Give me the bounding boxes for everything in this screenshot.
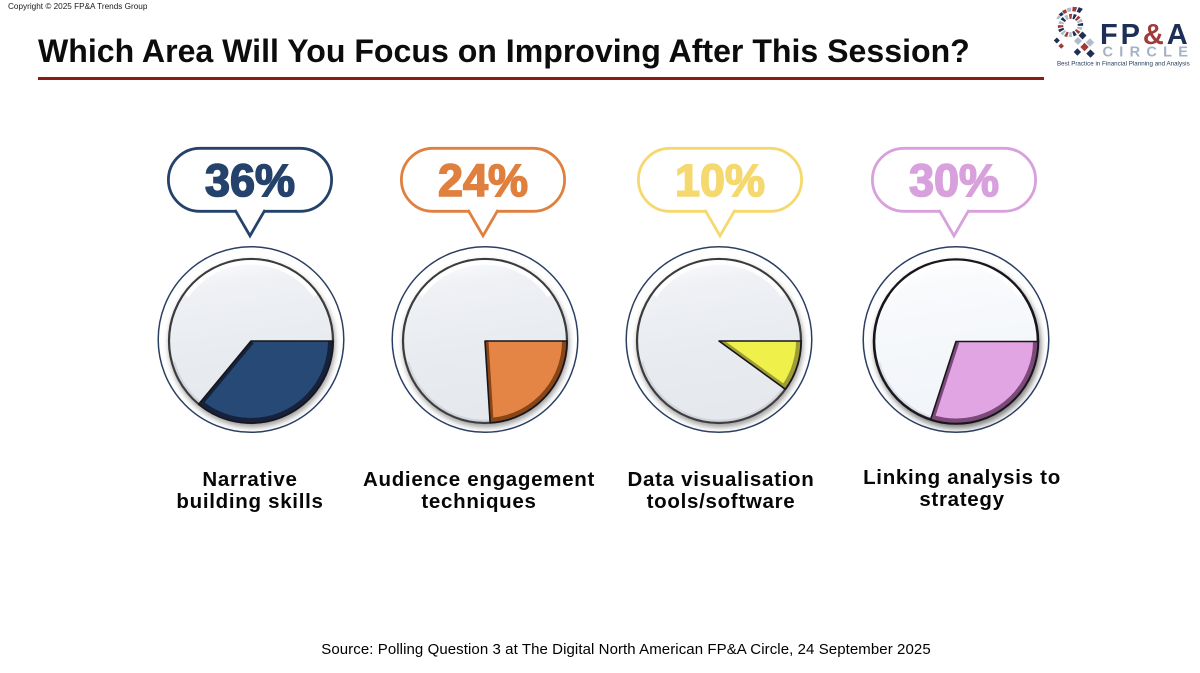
svg-text:Best Practice in Financial Pla: Best Practice in Financial Planning and …	[1057, 60, 1190, 67]
svg-text:CIRCLE: CIRCLE	[1103, 45, 1195, 61]
svg-text:10%: 10%	[675, 155, 765, 206]
svg-text:30%: 30%	[909, 155, 999, 206]
svg-text:36%: 36%	[205, 155, 295, 206]
svg-text:24%: 24%	[438, 155, 528, 206]
svg-text:FP&A: FP&A	[1100, 19, 1191, 51]
